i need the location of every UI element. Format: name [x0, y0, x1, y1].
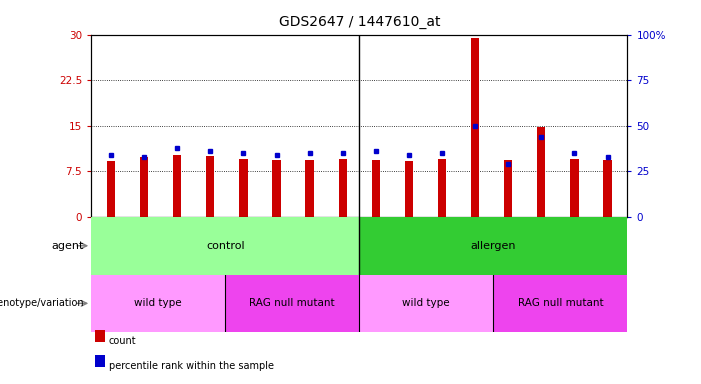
Text: GSM158142: GSM158142 — [570, 221, 579, 271]
Bar — [359, 275, 494, 332]
Bar — [339, 159, 347, 217]
Text: wild type: wild type — [135, 298, 182, 308]
Text: wild type: wild type — [402, 298, 450, 308]
Bar — [225, 275, 360, 332]
Text: control: control — [206, 241, 245, 251]
Text: GSM158144: GSM158144 — [172, 221, 182, 271]
Bar — [91, 275, 225, 332]
Text: GSM158138: GSM158138 — [372, 221, 381, 272]
Bar — [571, 159, 578, 217]
Text: count: count — [109, 336, 136, 346]
Text: GSM158132: GSM158132 — [239, 221, 248, 272]
Bar — [91, 217, 359, 275]
Text: GSM158146: GSM158146 — [437, 221, 447, 272]
Bar — [537, 127, 545, 217]
Bar — [239, 159, 247, 217]
Text: GDS2647 / 1447610_at: GDS2647 / 1447610_at — [278, 15, 440, 29]
Text: GSM158136: GSM158136 — [107, 221, 116, 272]
Bar — [173, 155, 182, 217]
Bar — [206, 156, 215, 217]
Text: GSM158133: GSM158133 — [272, 221, 281, 272]
Text: allergen: allergen — [470, 241, 516, 251]
Text: GSM158135: GSM158135 — [537, 221, 546, 272]
Bar — [504, 161, 512, 217]
Text: GSM158139: GSM158139 — [404, 221, 414, 272]
Text: percentile rank within the sample: percentile rank within the sample — [109, 361, 273, 371]
Text: GSM158134: GSM158134 — [504, 221, 512, 272]
Bar — [438, 159, 446, 217]
Text: genotype/variation: genotype/variation — [0, 298, 84, 308]
Bar — [107, 161, 115, 217]
Text: agent: agent — [52, 241, 84, 251]
Text: GSM158141: GSM158141 — [338, 221, 347, 271]
Text: GSM158137: GSM158137 — [139, 221, 149, 272]
Bar — [140, 157, 148, 217]
Bar — [494, 275, 627, 332]
Bar — [273, 161, 280, 217]
Text: GSM158143: GSM158143 — [603, 221, 612, 272]
Text: GSM158145: GSM158145 — [206, 221, 215, 271]
Text: GSM158147: GSM158147 — [470, 221, 479, 272]
Bar — [372, 161, 380, 217]
Bar — [359, 217, 627, 275]
Bar — [306, 160, 314, 217]
Text: RAG null mutant: RAG null mutant — [517, 298, 603, 308]
Bar — [404, 161, 413, 217]
Text: RAG null mutant: RAG null mutant — [250, 298, 335, 308]
Bar — [471, 38, 479, 217]
Text: GSM158140: GSM158140 — [305, 221, 314, 271]
Bar — [604, 161, 612, 217]
